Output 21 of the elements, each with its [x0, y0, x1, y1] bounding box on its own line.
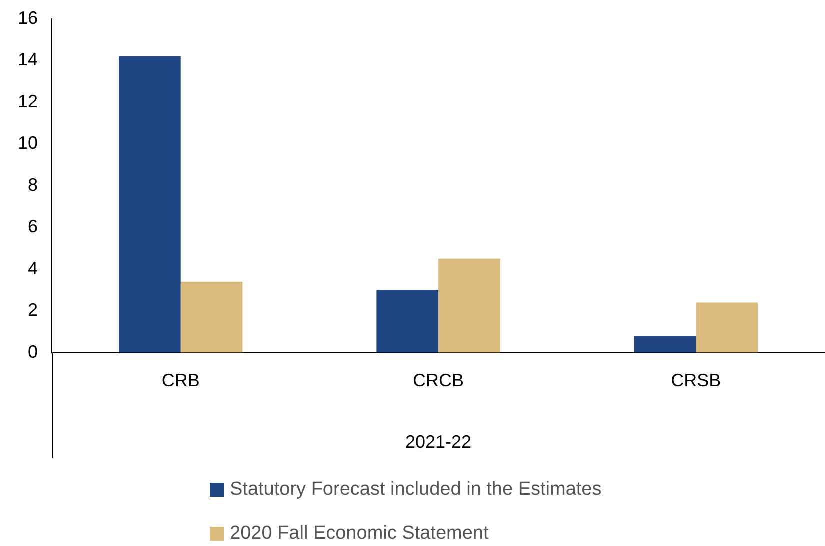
bar [438, 258, 500, 353]
x-tick-label: CRB [162, 370, 200, 391]
bar [696, 302, 758, 353]
bar [634, 336, 696, 353]
y-tick-label: 10 [18, 133, 38, 154]
bar [376, 290, 439, 353]
y-tick-label: 14 [18, 50, 38, 70]
y-tick-label: 12 [18, 91, 38, 112]
y-tick-label: 0 [28, 342, 38, 362]
bar [119, 56, 181, 353]
y-tick-label: 2 [28, 300, 38, 320]
legend-label: Statutory Forecast included in the Estimates [230, 479, 602, 501]
x-tick-label: CRCB [413, 370, 464, 391]
legend-label: 2020 Fall Economic Statement [230, 523, 489, 545]
y-tick-label: 4 [28, 258, 38, 278]
y-tick-label: 6 [28, 216, 38, 237]
bar [180, 282, 243, 353]
y-tick-label: 16 [18, 8, 38, 28]
x-tick-label: CRSB [671, 370, 722, 391]
y-tick-label: 8 [28, 174, 38, 195]
x-axis-title: 2021-22 [405, 432, 472, 452]
